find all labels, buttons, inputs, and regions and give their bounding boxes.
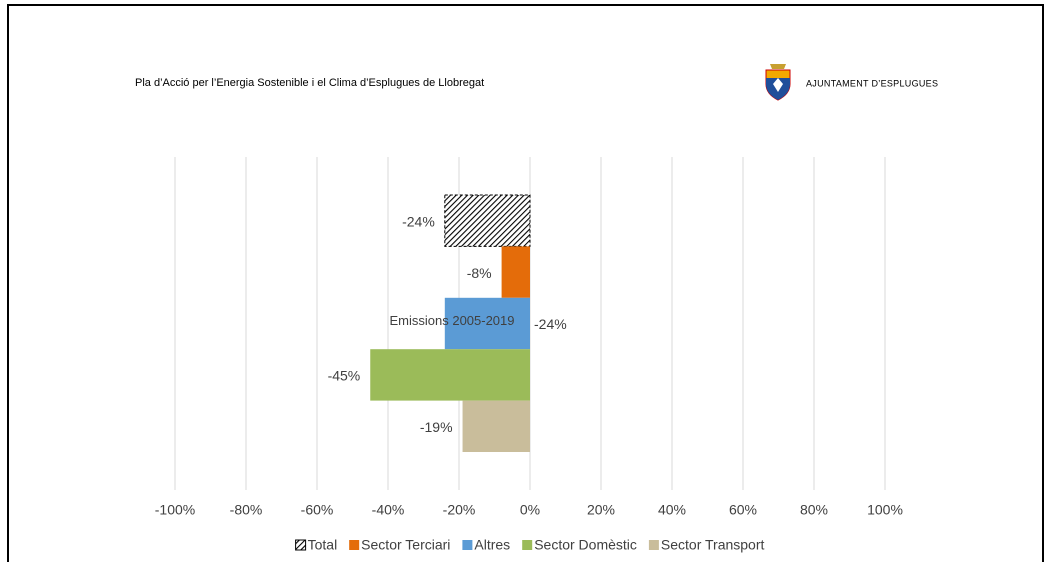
legend-label: Sector Domèstic — [534, 537, 637, 553]
legend-swatch — [295, 539, 307, 551]
x-tick-label: 0% — [520, 502, 540, 518]
data-label: -8% — [467, 265, 492, 281]
bar — [501, 246, 530, 298]
x-tick-label: -80% — [230, 502, 263, 518]
legend-label: Altres — [474, 537, 510, 553]
x-tick-label: -100% — [155, 502, 195, 518]
category-label: Emissions 2005-2019 — [389, 313, 514, 328]
x-tick-label: -60% — [301, 502, 334, 518]
x-tick-label: 40% — [658, 502, 686, 518]
x-tick-label: -40% — [372, 502, 405, 518]
legend-swatch — [522, 540, 533, 550]
data-label: -24% — [534, 316, 567, 332]
bar — [444, 297, 530, 350]
logo — [765, 64, 791, 101]
legend-label: Sector Terciari — [361, 537, 450, 553]
header-title: Pla d’Acció per l’Energia Sostenible i e… — [135, 77, 484, 89]
legend-swatch — [349, 540, 360, 550]
bar — [444, 194, 531, 247]
x-tick-label: 20% — [587, 502, 615, 518]
data-label: -45% — [328, 368, 361, 384]
data-label: -24% — [402, 213, 435, 229]
slide-frame — [7, 4, 1044, 562]
logo-text: AJUNTAMENT D’ESPLUGUES — [806, 78, 938, 88]
plot: -100% -80% -60% -40% -20% 0% 20% 40% 60% 80% 100% -… — [155, 157, 903, 553]
x-tick-label: 80% — [800, 502, 828, 518]
legend-swatch — [462, 540, 473, 550]
bar — [370, 349, 530, 401]
legend-swatch — [648, 540, 659, 550]
x-tick-label: 60% — [729, 502, 757, 518]
x-tick-label: -20% — [443, 502, 476, 518]
data-label: -19% — [420, 419, 453, 435]
legend-label: Sector Transport — [661, 537, 765, 553]
bar — [462, 400, 530, 452]
legend-label: Total — [308, 537, 338, 553]
x-tick-label: 100% — [867, 502, 903, 518]
legend: Total Sector Terciari Altres Sector Domèsti… — [295, 537, 765, 553]
